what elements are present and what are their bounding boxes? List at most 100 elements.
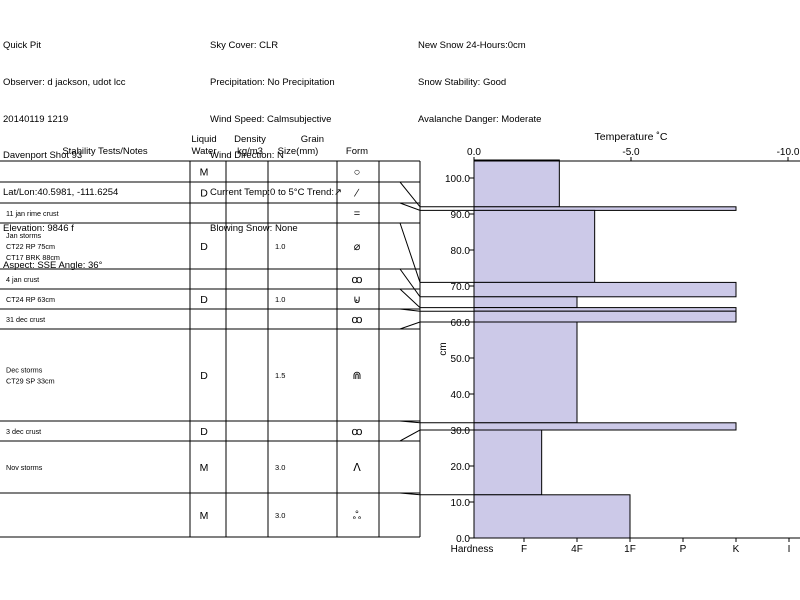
layer-connector bbox=[379, 222, 474, 283]
hardness-tick-label: F bbox=[521, 544, 527, 555]
layer-table bbox=[0, 160, 421, 538]
col-header-notes: Stability Tests/Notes bbox=[62, 146, 148, 157]
grain-form-icon: ꝏ bbox=[351, 426, 362, 438]
weather-info-line: Precipitation: No Precipitation bbox=[210, 77, 335, 89]
hardness-bar bbox=[473, 494, 631, 539]
weather-info-line: Wind Direction: N bbox=[210, 150, 284, 162]
layer-note: CT24 RP 63cm bbox=[6, 295, 55, 304]
weather-info-line: Sky Cover: CLR bbox=[210, 40, 279, 52]
grain-size-value: 1.0 bbox=[275, 242, 285, 251]
temperature-tick-label: -10.0 bbox=[777, 147, 800, 158]
layer-connector bbox=[379, 181, 474, 208]
hardness-bar bbox=[473, 159, 560, 208]
layer-note: 31 dec crust bbox=[6, 315, 45, 324]
chart-title: Temperature ˚C bbox=[595, 131, 668, 143]
hardness-axis-label: Hardness bbox=[451, 544, 494, 555]
liquid-water-value: D bbox=[200, 294, 208, 306]
hardness-bar bbox=[473, 321, 578, 424]
layer-note: CT22 RP 75cm bbox=[6, 242, 55, 251]
layer-connector bbox=[379, 492, 474, 496]
liquid-water-value: M bbox=[200, 167, 209, 179]
liquid-water-value: M bbox=[200, 462, 209, 474]
layer-connector bbox=[379, 268, 474, 298]
y-tick-label: 40.0 bbox=[451, 390, 471, 401]
layer-note: Nov storms bbox=[6, 463, 43, 472]
pit-info-line: Quick Pit bbox=[3, 40, 42, 52]
grain-form-icon: ⌀ bbox=[354, 241, 361, 253]
pit-info-line: Elevation: 9846 f bbox=[3, 223, 74, 235]
layer-note: 3 dec crust bbox=[6, 427, 41, 436]
grain-form-icon: ⊌ bbox=[353, 294, 361, 306]
y-tick-label: 100.0 bbox=[445, 174, 470, 185]
liquid-water-value: D bbox=[200, 188, 208, 200]
layer-connector bbox=[379, 202, 474, 211]
pit-info-line: Aspect: SSE Angle: 36° bbox=[3, 260, 103, 272]
weather-info-line: Wind Speed: Calmsubjective bbox=[210, 113, 332, 125]
hardness-tick-label: I bbox=[788, 544, 791, 555]
hardness-tick-label: 1F bbox=[624, 544, 636, 555]
y-tick-label: 0.0 bbox=[456, 534, 470, 545]
grain-form-icon: ꝏ bbox=[351, 314, 362, 326]
layer-connector bbox=[379, 429, 474, 442]
hardness-tick-label: K bbox=[733, 544, 740, 555]
hardness-bar bbox=[473, 307, 737, 312]
hardness-bar bbox=[473, 281, 737, 298]
col-header-grain-line: Size(mm) bbox=[277, 146, 319, 157]
layer-note: 11 jan rime crust bbox=[6, 209, 59, 218]
col-header-density-line: Density bbox=[234, 134, 266, 145]
y-axis-label: cm bbox=[438, 342, 449, 355]
grain-size-value: 1.5 bbox=[275, 371, 285, 380]
layer-note: Jan storms bbox=[6, 231, 42, 240]
hardness-bar bbox=[473, 209, 596, 283]
grain-form-icon: ○ bbox=[354, 167, 361, 179]
pit-info: Quick Pit Observer: d jackson, udot lcc … bbox=[3, 16, 126, 284]
grain-form-icon: ꝏ bbox=[351, 274, 362, 286]
hardness-bar bbox=[473, 296, 578, 309]
stability-info-line: Avalanche Danger: Moderate bbox=[418, 113, 542, 125]
hardness-bar bbox=[473, 206, 737, 211]
y-tick-label: 10.0 bbox=[451, 498, 471, 509]
layer-connector bbox=[379, 308, 474, 312]
col-header-grain-line: Grain bbox=[300, 134, 324, 145]
y-tick-label: 50.0 bbox=[451, 354, 471, 365]
col-header-liquid: Liquid Water bbox=[186, 134, 222, 158]
stability-info-line: New Snow 24-Hours:0cm bbox=[418, 40, 526, 52]
hardness-tick-label: P bbox=[680, 544, 687, 555]
hardness-bar bbox=[473, 310, 737, 323]
pit-info-line: Davenport Shot 93 bbox=[3, 150, 83, 162]
grain-form-icon: = bbox=[354, 208, 360, 220]
weather-info-line: Blowing Snow: None bbox=[210, 223, 298, 235]
hardness-bar bbox=[473, 422, 737, 431]
grain-form-icon: ஃ bbox=[353, 510, 362, 522]
col-header-density-line: kg/m3 bbox=[237, 146, 263, 157]
col-header-liquid-line: Water bbox=[191, 146, 217, 157]
liquid-water-value: D bbox=[200, 241, 208, 253]
layer-connector bbox=[379, 321, 474, 330]
layer-table-text: M ○ D ∕ 11 jan rime crust = Jan storms CT22 RP … bbox=[6, 167, 363, 523]
chart-axes: Temperature ˚C cm Hardness 0.0 10.0 20.0 30… bbox=[438, 131, 800, 555]
layer-connectors bbox=[379, 181, 474, 496]
y-tick-label: 60.0 bbox=[451, 318, 471, 329]
col-header-form: Form bbox=[345, 146, 369, 157]
layer-connector bbox=[379, 288, 474, 309]
grain-form-icon: ∕ bbox=[353, 188, 360, 200]
y-tick-label: 80.0 bbox=[451, 246, 471, 257]
stability-info-line: Snow Stability: Good bbox=[418, 77, 507, 89]
hardness-tick-label: 4F bbox=[571, 544, 583, 555]
liquid-water-value: M bbox=[200, 510, 209, 522]
pit-info-line: 20140119 1219 bbox=[3, 113, 69, 125]
y-tick-label: 90.0 bbox=[451, 210, 471, 221]
col-header-liquid-line: Liquid bbox=[191, 134, 217, 145]
layer-note: 4 jan crust bbox=[6, 275, 39, 284]
grain-form-icon: ᐱ bbox=[353, 462, 361, 474]
hardness-bar bbox=[473, 429, 543, 496]
y-tick-label: 20.0 bbox=[451, 462, 471, 473]
temperature-tick-label: 0.0 bbox=[467, 147, 481, 158]
hardness-bars bbox=[473, 159, 737, 539]
pit-info-line: Lat/Lon:40.5981, -111.6254 bbox=[3, 186, 119, 198]
grain-size-value: 3.0 bbox=[275, 463, 285, 472]
grain-form-icon: ⋒ bbox=[352, 370, 361, 382]
grain-size-value: 1.0 bbox=[275, 295, 285, 304]
y-tick-label: 30.0 bbox=[451, 426, 471, 437]
